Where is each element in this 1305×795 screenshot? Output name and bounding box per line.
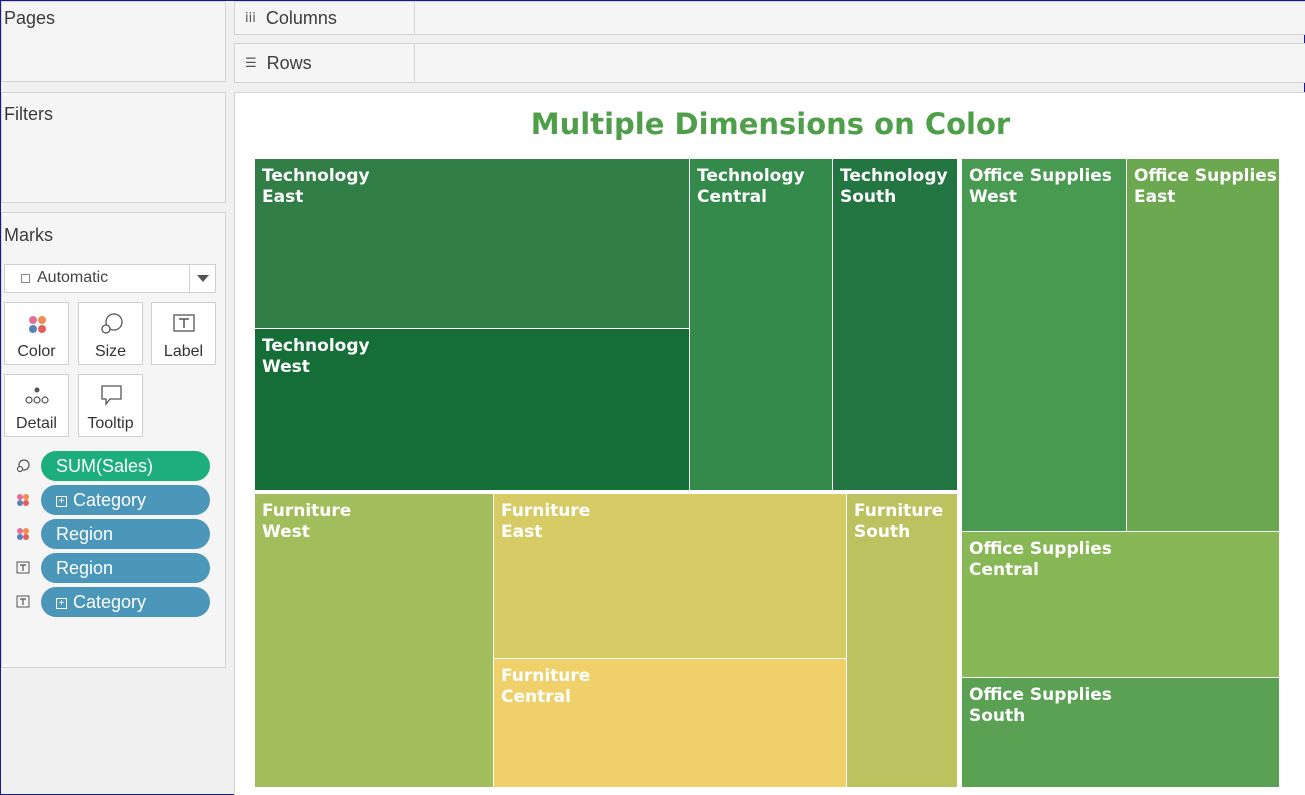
treemap-tile[interactable]: Furniture South [847, 494, 957, 787]
tile-region-label: South [840, 187, 897, 207]
expand-icon[interactable]: + [56, 598, 67, 609]
size-button-label: Size [94, 343, 127, 360]
field-pill[interactable]: SUM(Sales) [41, 451, 210, 481]
mark-type-dropdown[interactable]: Automatic [4, 264, 216, 293]
tile-region-label: West [262, 357, 310, 377]
marks-pill-row: + Category [15, 485, 215, 515]
tile-region-label: East [501, 522, 543, 542]
label-icon[interactable] [15, 594, 31, 610]
field-pill[interactable]: + Category [41, 587, 210, 617]
treemap-tile[interactable]: Furniture East [494, 494, 846, 658]
tile-region-label: South [969, 706, 1026, 726]
label-button[interactable]: Label [151, 302, 216, 365]
mark-type-value: Automatic [37, 269, 109, 286]
filters-panel[interactable]: Filters [1, 92, 226, 203]
size-icon [101, 313, 123, 334]
label-icon[interactable] [15, 560, 31, 576]
tooltip-button-label: Tooltip [87, 415, 134, 432]
columns-shelf[interactable]: iii Columns [234, 1, 1305, 35]
field-pill-label: Region [56, 558, 114, 578]
treemap-tile[interactable]: Office Supplies Central [962, 532, 1279, 677]
tile-category-label: Office Supplies [969, 539, 1112, 559]
tile-category-label: Technology [262, 336, 370, 356]
chevron-down-icon[interactable] [189, 265, 215, 292]
label-icon [173, 314, 195, 332]
treemap-tile[interactable]: Office Supplies West [962, 159, 1126, 531]
color-button-label: Color [17, 343, 56, 360]
treemap-tile[interactable]: Technology West [255, 329, 689, 490]
mark-type-square-icon [21, 274, 30, 283]
tile-category-label: Furniture [854, 501, 944, 521]
detail-button-label: Detail [16, 415, 57, 432]
tooltip-button[interactable]: Tooltip [78, 374, 143, 437]
marks-pill-row: Region [15, 519, 215, 549]
view-canvas: Multiple Dimensions on Color Technology E… [234, 92, 1305, 795]
treemap-tile[interactable]: Furniture West [255, 494, 493, 787]
tile-category-label: Technology [262, 166, 370, 186]
marks-pill-row: Region [15, 553, 215, 583]
rows-label: Rows [266, 52, 312, 73]
tile-category-label: Office Supplies [1134, 166, 1277, 186]
color-button[interactable]: Color [4, 302, 69, 365]
treemap-tile[interactable]: Furniture Central [494, 659, 846, 787]
size-icon[interactable] [15, 458, 31, 474]
tile-region-label: South [854, 522, 911, 542]
expand-icon[interactable]: + [56, 496, 67, 507]
size-button[interactable]: Size [78, 302, 143, 365]
marks-title: Marks [4, 225, 53, 245]
field-pill[interactable]: Region [41, 553, 210, 583]
field-pill-label: Category [73, 490, 147, 510]
color-icon[interactable] [15, 526, 31, 542]
color-icon [29, 316, 46, 333]
treemap-tile[interactable]: Office Supplies East [1127, 159, 1279, 531]
tile-category-label: Furniture [262, 501, 352, 521]
marks-pill-row: + Category [15, 587, 215, 617]
label-button-label: Label [163, 343, 204, 360]
tile-region-label: East [262, 187, 304, 207]
tile-region-label: Central [969, 560, 1039, 580]
pages-panel[interactable]: Pages [1, 1, 226, 82]
tile-category-label: Technology [697, 166, 805, 186]
tile-category-label: Furniture [501, 501, 591, 521]
color-icon[interactable] [15, 492, 31, 508]
rows-shelf-label: ☰ Rows [235, 44, 415, 82]
pages-title: Pages [4, 8, 56, 28]
field-pill-label: Category [73, 592, 147, 612]
chart-title: Multiple Dimensions on Color [530, 107, 1011, 141]
field-pill[interactable]: Region [41, 519, 210, 549]
treemap-tile[interactable]: Technology South [833, 159, 957, 490]
columns-icon: iii [245, 10, 256, 26]
treemap-tile[interactable]: Office Supplies South [962, 678, 1279, 787]
tile-region-label: Central [501, 687, 571, 707]
field-pill[interactable]: + Category [41, 485, 210, 515]
tile-region-label: Central [697, 187, 767, 207]
filters-title: Filters [4, 104, 53, 124]
marks-pill-row: SUM(Sales) [15, 451, 215, 481]
rows-shelf[interactable]: ☰ Rows [234, 43, 1305, 83]
field-pill-label: Region [56, 524, 114, 544]
field-pill-label: SUM(Sales) [56, 456, 154, 476]
detail-icon [25, 387, 49, 404]
tooltip-icon [101, 385, 122, 406]
tile-region-label: West [262, 522, 310, 542]
tile-category-label: Technology [840, 166, 948, 186]
treemap-tile[interactable]: Technology Central [690, 159, 832, 490]
tile-region-label: West [969, 187, 1017, 207]
treemap-tile[interactable]: Technology East [255, 159, 689, 328]
columns-label: Columns [265, 7, 337, 28]
tile-category-label: Office Supplies [969, 166, 1112, 186]
tile-region-label: East [1134, 187, 1176, 207]
rows-icon: ☰ [245, 55, 257, 71]
tile-category-label: Furniture [501, 666, 591, 686]
detail-button[interactable]: Detail [4, 374, 69, 437]
tile-category-label: Office Supplies [969, 685, 1112, 705]
columns-shelf-label: iii Columns [235, 2, 415, 34]
